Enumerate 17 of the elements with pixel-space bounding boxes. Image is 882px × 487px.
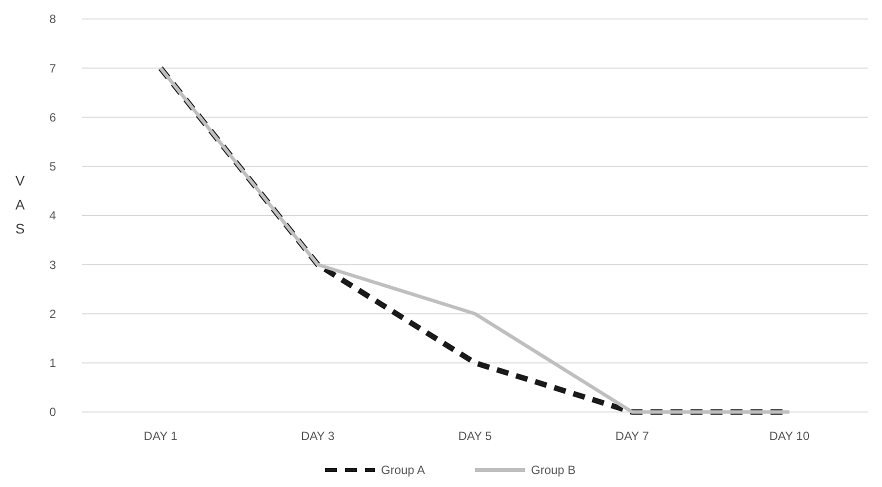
x-tick-label: DAY 10 bbox=[769, 429, 810, 443]
y-tick-label: 4 bbox=[49, 208, 56, 223]
legend-label: Group B bbox=[531, 463, 576, 478]
y-tick-label: 6 bbox=[49, 110, 56, 124]
legend-label: Group A bbox=[381, 463, 426, 478]
x-tick-label: DAY 1 bbox=[144, 429, 178, 443]
x-tick-label: DAY 7 bbox=[615, 429, 650, 443]
y-axis-title: VAS bbox=[15, 172, 26, 236]
x-tick-label: DAY 5 bbox=[458, 429, 492, 443]
x-tick-label: DAY 3 bbox=[301, 429, 335, 443]
y-tick-label: 1 bbox=[49, 356, 56, 370]
y-tick-label: 3 bbox=[49, 258, 56, 272]
y-tick-label: 2 bbox=[49, 306, 56, 321]
y-tick-label: 5 bbox=[49, 160, 56, 174]
y-tick-label: 8 bbox=[49, 12, 56, 26]
y-tick-label: 0 bbox=[49, 405, 56, 420]
y-tick-label: 7 bbox=[49, 61, 56, 76]
